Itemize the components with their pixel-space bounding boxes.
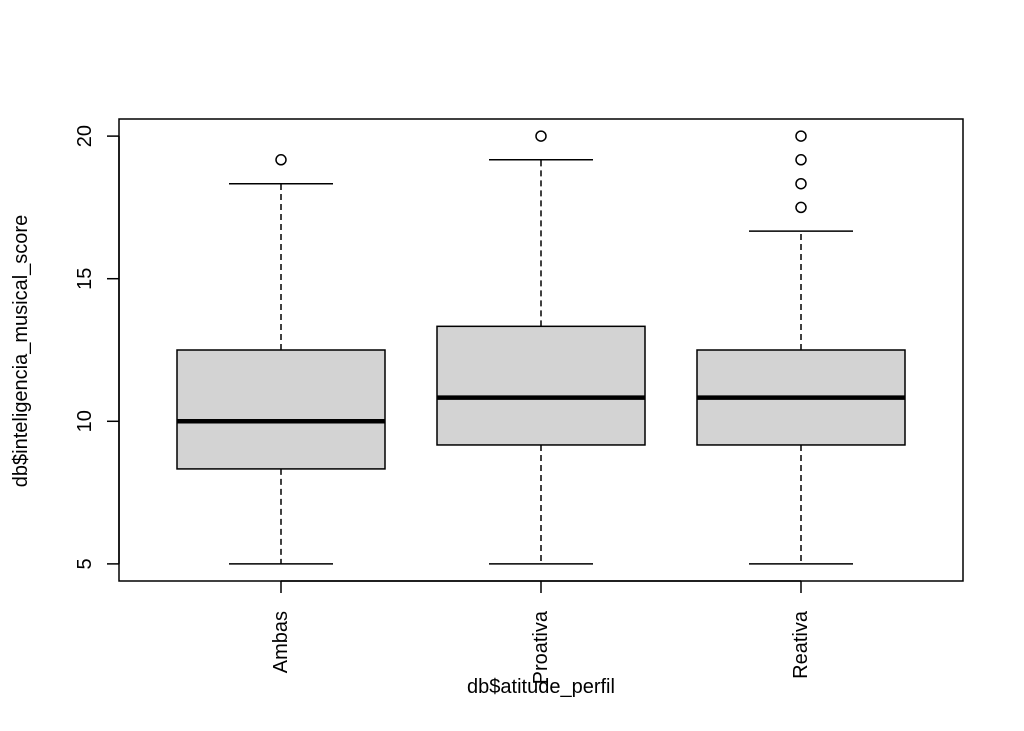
y-axis-label: db$inteligencia_musical_score xyxy=(10,215,32,487)
x-tick-label: Reativa xyxy=(790,610,812,679)
box-group xyxy=(436,130,646,565)
outlier-point xyxy=(795,154,807,166)
x-axis: Ambas Proativa Reativa xyxy=(270,580,812,684)
box-group xyxy=(696,130,906,565)
outlier-point xyxy=(795,201,807,214)
box-group xyxy=(176,154,386,565)
x-tick-label: Ambas xyxy=(270,611,292,673)
boxes-layer xyxy=(176,130,906,565)
y-tick-label: 5 xyxy=(74,558,96,569)
box-iqr xyxy=(436,325,646,446)
box-iqr xyxy=(176,349,386,470)
y-axis: 5 10 15 20 xyxy=(74,125,120,569)
outlier-point xyxy=(795,130,807,142)
y-tick-label: 15 xyxy=(74,268,96,290)
outlier-point xyxy=(275,154,287,166)
x-axis-label: db$atitude_perfil xyxy=(467,676,615,698)
y-tick-label: 10 xyxy=(74,410,96,432)
y-tick-label: 20 xyxy=(74,125,96,147)
x-tick-label: Proativa xyxy=(530,610,552,684)
outlier-point xyxy=(795,177,807,190)
outlier-point xyxy=(535,130,547,142)
